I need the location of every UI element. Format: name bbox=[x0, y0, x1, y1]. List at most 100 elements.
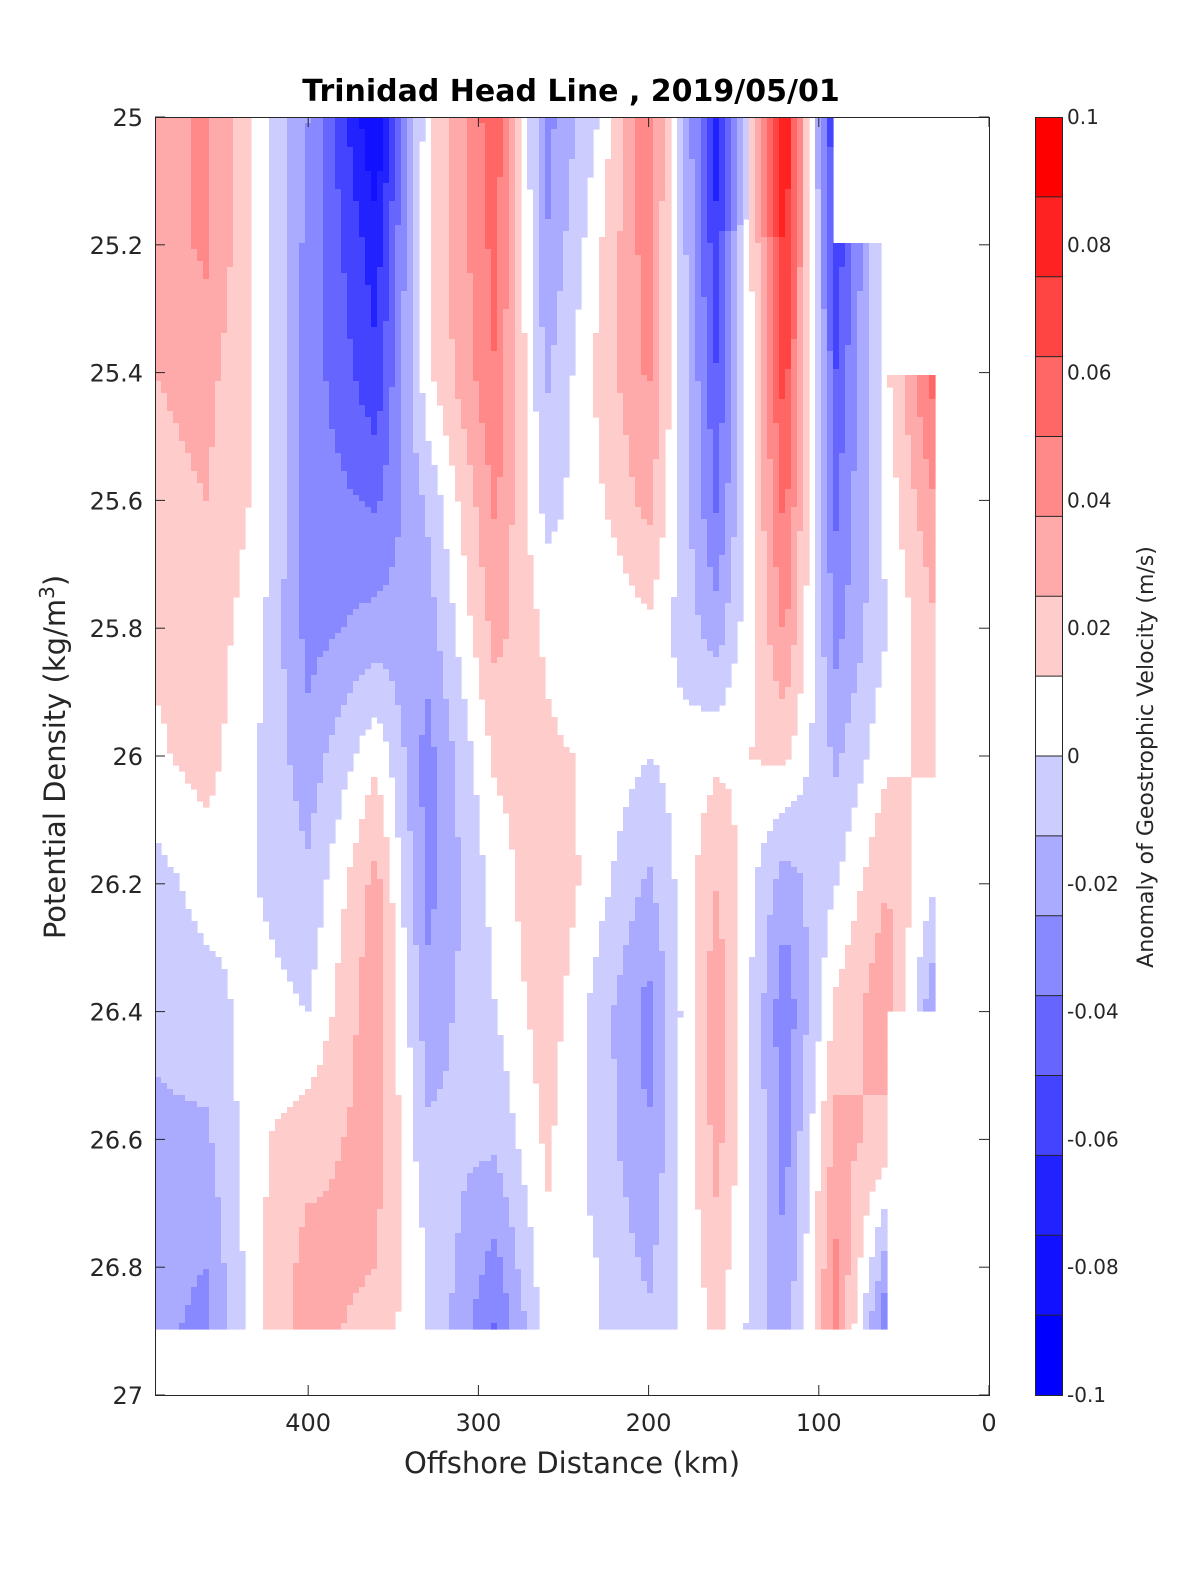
contour-cell bbox=[467, 207, 474, 214]
contour-cell bbox=[281, 159, 288, 166]
contour-cell bbox=[413, 123, 420, 130]
contour-cell bbox=[413, 309, 420, 316]
contour-cell bbox=[701, 345, 708, 352]
contour-cell bbox=[707, 165, 714, 172]
contour-cell bbox=[803, 207, 810, 214]
contour-cell bbox=[641, 249, 648, 256]
contour-cell bbox=[863, 339, 870, 346]
contour-cell bbox=[533, 129, 540, 136]
contour-cell bbox=[161, 141, 168, 148]
contour-cell bbox=[815, 297, 822, 304]
contour-cell bbox=[239, 399, 246, 406]
contour-cell bbox=[239, 339, 246, 346]
contour-cell bbox=[281, 141, 288, 148]
contour-cell bbox=[269, 303, 276, 310]
contour-cell bbox=[491, 393, 498, 400]
contour-cell bbox=[485, 393, 492, 400]
contour-cell bbox=[839, 267, 846, 274]
contour-cell bbox=[845, 381, 852, 388]
contour-cell bbox=[461, 195, 468, 202]
contour-cell bbox=[395, 213, 402, 220]
contour-cell bbox=[635, 261, 642, 268]
contour-cell bbox=[599, 237, 606, 244]
contour-cell bbox=[701, 201, 708, 208]
contour-cell bbox=[827, 339, 834, 346]
contour-cell bbox=[311, 267, 318, 274]
contour-cell bbox=[557, 267, 564, 274]
contour-cell bbox=[731, 357, 738, 364]
contour-cell bbox=[725, 351, 732, 358]
contour-cell bbox=[695, 177, 702, 184]
contour-cell bbox=[359, 243, 366, 250]
contour-cell bbox=[341, 279, 348, 286]
contour-cell bbox=[713, 345, 720, 352]
contour-cell bbox=[683, 303, 690, 310]
contour-cell bbox=[737, 345, 744, 352]
contour-cell bbox=[329, 189, 336, 196]
contour-cell bbox=[491, 177, 498, 184]
contour-cell bbox=[275, 207, 282, 214]
contour-cell bbox=[659, 147, 666, 154]
contour-cell bbox=[437, 261, 444, 268]
contour-cell bbox=[497, 273, 504, 280]
contour-cell bbox=[353, 147, 360, 154]
contour-cell bbox=[677, 285, 684, 292]
contour-cell bbox=[707, 207, 714, 214]
contour-cell bbox=[179, 285, 186, 292]
contour-cell bbox=[281, 279, 288, 286]
contour-cell bbox=[209, 171, 216, 178]
contour-cell bbox=[617, 159, 624, 166]
contour-cell bbox=[341, 231, 348, 238]
contour-cell bbox=[575, 159, 582, 166]
contour-cell bbox=[641, 261, 648, 268]
contour-cell bbox=[539, 339, 546, 346]
contour-cell bbox=[551, 315, 558, 322]
contour-cell bbox=[155, 237, 162, 244]
contour-cell bbox=[365, 393, 372, 400]
contour-cell bbox=[821, 117, 828, 124]
contour-cell bbox=[659, 381, 666, 388]
contour-cell bbox=[191, 213, 198, 220]
contour-cell bbox=[371, 327, 378, 334]
contour-cell bbox=[299, 273, 306, 280]
contour-cell bbox=[311, 351, 318, 358]
contour-cell bbox=[227, 123, 234, 130]
contour-cell bbox=[479, 363, 486, 370]
contour-cell bbox=[377, 303, 384, 310]
contour-cell bbox=[557, 285, 564, 292]
contour-cell bbox=[179, 393, 186, 400]
contour-cell bbox=[635, 273, 642, 280]
contour-cell bbox=[431, 267, 438, 274]
contour-cell bbox=[221, 141, 228, 148]
contour-cell bbox=[623, 393, 630, 400]
contour-cell bbox=[353, 237, 360, 244]
contour-cell bbox=[155, 387, 162, 394]
contour-cell bbox=[479, 369, 486, 376]
contour-cell bbox=[185, 243, 192, 250]
contour-cell bbox=[791, 393, 798, 400]
contour-cell bbox=[533, 117, 540, 124]
contour-cell bbox=[527, 153, 534, 160]
contour-cell bbox=[791, 255, 798, 262]
contour-cell bbox=[551, 339, 558, 346]
contour-cell bbox=[617, 279, 624, 286]
contour-cell bbox=[749, 147, 756, 154]
contour-cell bbox=[509, 339, 516, 346]
contour-cell bbox=[155, 297, 162, 304]
contour-cell bbox=[713, 147, 720, 154]
contour-cell bbox=[473, 165, 480, 172]
contour-cell bbox=[875, 321, 882, 328]
contour-cell bbox=[293, 369, 300, 376]
contour-cell bbox=[659, 321, 666, 328]
contour-cell bbox=[503, 207, 510, 214]
contour-cell bbox=[557, 351, 564, 358]
contour-cell bbox=[785, 303, 792, 310]
contour-cell bbox=[755, 249, 762, 256]
contour-cell bbox=[587, 135, 594, 142]
contour-cell bbox=[197, 369, 204, 376]
contour-cell bbox=[689, 153, 696, 160]
contour-cell bbox=[353, 399, 360, 406]
contour-cell bbox=[173, 357, 180, 364]
contour-cell bbox=[677, 279, 684, 286]
contour-cell bbox=[737, 249, 744, 256]
